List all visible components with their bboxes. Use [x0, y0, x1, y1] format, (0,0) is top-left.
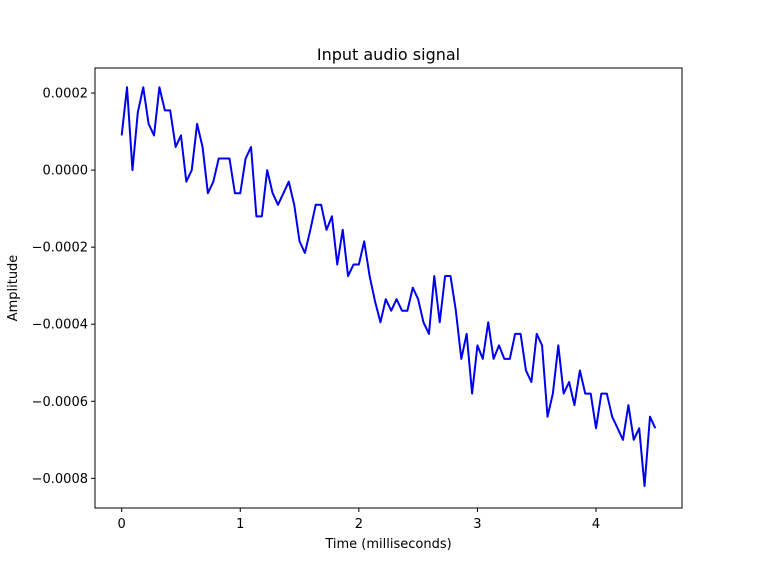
y-axis: 0.0002 0.0000 −0.0002 −0.0004 −0.0006 −0.0008 — [32, 87, 95, 487]
y-axis-label: Amplitude — [6, 255, 21, 322]
x-tick-label: 1 — [236, 517, 244, 532]
y-tick-label: 0.0000 — [43, 164, 89, 179]
x-tick-label: 2 — [355, 517, 363, 532]
series-line-0 — [120, 86, 657, 488]
y-tick-label: −0.0004 — [32, 318, 88, 333]
series-layer — [120, 86, 657, 488]
x-tick-label: 0 — [118, 517, 126, 532]
y-tick-label: 0.0002 — [43, 87, 89, 102]
x-axis-label: Time (milliseconds) — [324, 537, 451, 552]
plot-area — [95, 68, 682, 508]
y-tick-label: −0.0006 — [32, 395, 88, 410]
chart-title: Input audio signal — [317, 45, 460, 64]
y-tick-label: −0.0008 — [32, 472, 88, 487]
x-tick-label: 3 — [473, 517, 481, 532]
y-tick-label: −0.0002 — [32, 241, 88, 256]
plot-frame — [94, 67, 683, 509]
x-tick-label: 4 — [592, 517, 600, 532]
x-axis: 0 1 2 3 4 — [118, 508, 600, 532]
